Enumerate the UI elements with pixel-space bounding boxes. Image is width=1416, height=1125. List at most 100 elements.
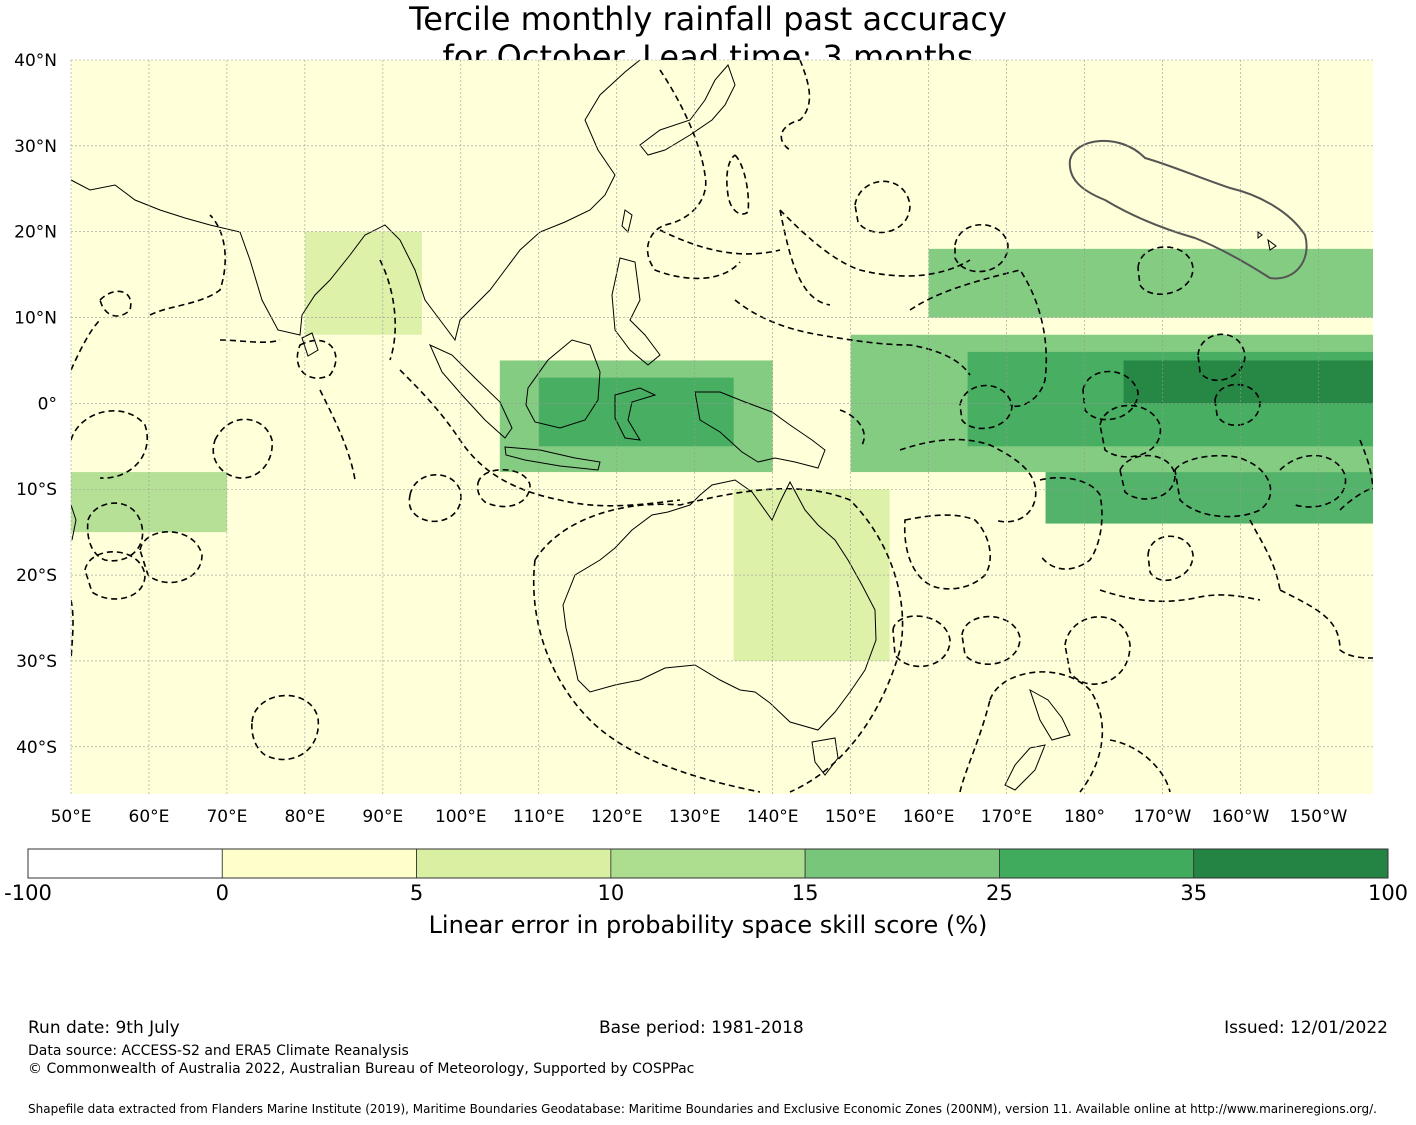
lat-label: 0° [38, 394, 57, 414]
eez-boundary [296, 339, 337, 379]
run-date: Run date: 9th July [28, 1018, 180, 1038]
skill-region [1045, 472, 1373, 524]
issued-date: Issued: 12/01/2022 [1224, 1018, 1388, 1038]
skill-region [538, 377, 734, 447]
colorbar-cell [610, 848, 806, 879]
eez-boundary [476, 468, 531, 508]
eez-boundary [646, 69, 741, 280]
coastline-asia [71, 60, 641, 342]
eez-boundary [71, 410, 148, 479]
colorbar-cell [416, 848, 612, 879]
colorbar-cell [27, 848, 223, 879]
coastlines [71, 60, 1277, 791]
eez-boundary [1099, 404, 1176, 500]
lon-label: 130°E [669, 807, 721, 827]
lon-label: 100°E [435, 807, 487, 827]
coastline-tasmania [811, 737, 839, 776]
coastline-hawaii [1257, 231, 1277, 251]
eez-boundary [961, 615, 1021, 665]
lon-label: 120°E [591, 807, 643, 827]
eez-boundary [954, 223, 1009, 273]
map-title-line1: Tercile monthly rainfall past accuracy [409, 0, 1007, 38]
eez-boundary [734, 299, 971, 376]
skill-field [71, 60, 1373, 794]
coastline-new-zealand [1004, 688, 1071, 791]
eez-boundaries [71, 60, 1373, 793]
lat-label: 20°S [16, 566, 57, 586]
lon-label: 90°E [362, 807, 403, 827]
lat-label: 20°N [14, 223, 57, 243]
eez-boundary [71, 319, 101, 661]
coastline-sri-lanka [301, 332, 319, 357]
lon-label: 170°W [1134, 807, 1192, 827]
lon-label: 150°W [1290, 807, 1348, 827]
eez-boundary [99, 214, 281, 343]
lon-label: 160°E [903, 807, 955, 827]
lon-label: 60°E [129, 807, 170, 827]
coastline-java [504, 446, 601, 471]
longitude-labels: 50°E 60°E 70°E 80°E 90°E 100°E 110°E 120°E 130°E… [51, 807, 1348, 827]
colorbar: -100 0 5 10 15 25 35 100 Linear error in probab… [4, 848, 1408, 939]
eez-boundary [1137, 246, 1194, 295]
coastline-australia [562, 479, 877, 731]
latitude-labels: 40°N 30°N 20°N 10°N 0° 10°S 20°S 30°S 40°S [14, 51, 57, 758]
eez-boundary [251, 694, 319, 761]
lon-label: 110°E [513, 807, 565, 827]
eez-boundary [839, 409, 1037, 523]
map-area [70, 59, 1373, 794]
lon-label: 180° [1064, 807, 1105, 827]
eez-boundary [1214, 383, 1261, 426]
eez-boundary [726, 154, 750, 215]
eez-boundary [1279, 589, 1373, 659]
lat-label: 40°S [16, 738, 57, 758]
shapefile-credit: Shapefile data extracted from Flanders M… [28, 1102, 1377, 1116]
eez-boundary [319, 259, 396, 481]
eez-boundary [86, 502, 144, 562]
eez-boundary [854, 180, 911, 234]
lat-label: 10°S [16, 480, 57, 500]
skill-region [928, 248, 1373, 318]
skill-region [304, 231, 422, 335]
colorbar-outline [27, 848, 1389, 879]
lat-label: 30°S [16, 652, 57, 672]
colorbar-cell [804, 848, 1000, 879]
eez-boundary [903, 514, 991, 590]
eez-boundary [1082, 370, 1139, 421]
lat-label: 10°N [14, 309, 57, 329]
eez-boundary [1109, 739, 1171, 793]
eez-boundary [959, 384, 1013, 430]
eez-boundary [909, 269, 1048, 407]
eez-boundary [532, 488, 904, 793]
lat-label: 30°N [14, 137, 57, 157]
coastline-sulawesi [614, 387, 657, 441]
lat-label: 40°N [14, 51, 57, 71]
eez-boundary [959, 671, 1104, 793]
colorbar-cell [221, 848, 417, 879]
lon-label: 50°E [51, 807, 92, 827]
colorbar-tick: 25 [986, 881, 1013, 905]
eez-boundary-hawaii [1068, 139, 1308, 280]
colorbar-tick: 35 [1180, 881, 1207, 905]
colorbar-tick: 0 [216, 881, 229, 905]
coastline-japan [639, 64, 736, 156]
coastline-sumatra [429, 344, 513, 439]
colorbar-tick-labels: -100 0 5 10 15 25 35 100 [4, 881, 1408, 905]
colorbar-tick: 5 [410, 881, 423, 905]
skill-region [71, 472, 227, 533]
eez-boundary [212, 418, 273, 479]
colorbar-tick: 100 [1368, 881, 1408, 905]
eez-boundary [780, 60, 811, 151]
eez-boundary [1279, 454, 1347, 508]
skill-region [71, 60, 1373, 232]
coastline-taiwan [621, 209, 633, 233]
eez-boundary [1064, 616, 1131, 685]
eez-boundary [1099, 589, 1261, 603]
colorbar-label: Linear error in probability space skill … [429, 911, 988, 939]
colorbar-cell [999, 848, 1195, 879]
eez-boundary [892, 615, 951, 668]
eez-boundary [659, 209, 971, 306]
lon-label: 160°W [1212, 807, 1270, 827]
lon-label: 170°E [981, 807, 1033, 827]
coastline-borneo [525, 339, 601, 429]
